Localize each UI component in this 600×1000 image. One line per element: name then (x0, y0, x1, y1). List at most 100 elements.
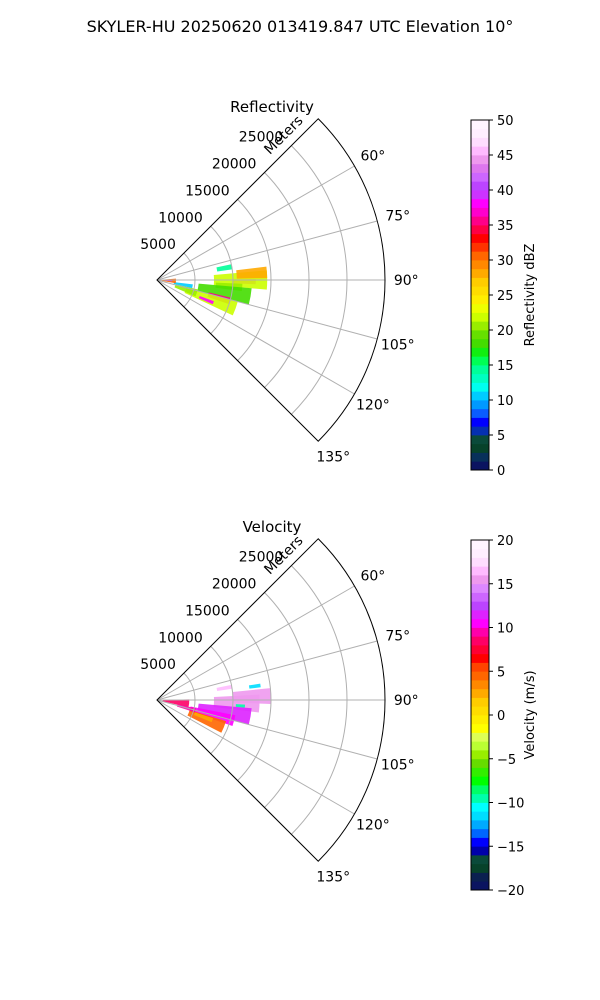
azimuth-spoke-75 (156, 640, 378, 701)
colorbar-swatch (471, 198, 489, 208)
colorbar-swatch (471, 373, 489, 383)
panel-title: Reflectivity (230, 98, 314, 116)
colorbar-tick-label: 45 (497, 149, 514, 164)
colorbar-swatch (471, 461, 489, 471)
colorbar-swatch (471, 575, 489, 585)
colorbar-swatch (471, 181, 489, 191)
range-tick-label: 15000 (185, 603, 230, 619)
colorbar-tick-label: −5 (497, 753, 516, 768)
colorbar-swatch (471, 837, 489, 847)
colorbar-swatch (471, 820, 489, 830)
colorbar-swatch (471, 863, 489, 873)
colorbar-label: Velocity (m/s) (523, 670, 538, 759)
echo-region-4 (197, 283, 252, 305)
azimuth-spoke-75 (156, 220, 378, 281)
colorbar-swatch (471, 828, 489, 838)
colorbar-swatch (471, 417, 489, 427)
colorbar-swatch (471, 592, 489, 602)
colorbar-swatch (471, 767, 489, 777)
colorbar-swatch (471, 260, 489, 270)
colorbar-swatch (471, 426, 489, 436)
echo-region-8 (174, 284, 198, 297)
colorbar-swatch (471, 216, 489, 226)
colorbar-tick-label: 0 (497, 464, 505, 479)
colorbar-tick-label: 15 (497, 578, 514, 593)
echo-region-3 (248, 683, 261, 689)
azimuth-tick-label: 75° (385, 208, 410, 224)
colorbar-swatch (471, 636, 489, 646)
colorbar-tick-label: 35 (497, 219, 514, 234)
range-tick-label: 10000 (158, 210, 203, 226)
azimuth-tick-label: 75° (385, 628, 410, 644)
colorbar-swatch (471, 225, 489, 235)
colorbar-swatch (471, 128, 489, 138)
sector-outline (156, 538, 386, 862)
azimuth-spoke-120 (156, 279, 355, 395)
colorbar-swatch (471, 793, 489, 803)
colorbar-swatch (471, 697, 489, 707)
colorbar-swatch (471, 723, 489, 733)
echo-data (160, 264, 268, 316)
colorbar-swatch (471, 347, 489, 357)
colorbar-swatch (471, 338, 489, 348)
colorbar-swatch (471, 881, 489, 891)
colorbar-swatch (471, 557, 489, 567)
azimuth-tick-label: 135° (316, 869, 350, 885)
colorbar-swatch (471, 268, 489, 278)
colorbar-tick-label: 5 (497, 429, 505, 444)
azimuth-tick-label: 120° (356, 818, 390, 834)
colorbar-swatch (471, 548, 489, 558)
colorbar-swatch (471, 583, 489, 593)
echo-region-2 (235, 704, 246, 708)
colorbar-swatch (471, 671, 489, 681)
colorbar-swatch (471, 662, 489, 672)
colorbar-swatch (471, 855, 489, 865)
colorbar-swatch (471, 750, 489, 760)
echo-region-12 (216, 264, 233, 272)
azimuth-tick-label: 120° (356, 398, 390, 414)
colorbar-swatch (471, 163, 489, 173)
colorbar-swatch (471, 715, 489, 725)
azimuth-spoke-60 (156, 165, 355, 281)
echo-region-8 (162, 699, 190, 708)
figure-title: SKYLER-HU 20250620 013419.847 UTC Elevat… (87, 17, 514, 36)
azimuth-spoke-105 (156, 699, 378, 760)
colorbar-tick-label: −15 (497, 840, 524, 855)
colorbar-tick-label: 10 (497, 394, 514, 409)
echo-region-2 (236, 266, 268, 279)
azimuth-tick-label: 60° (360, 568, 385, 584)
colorbar-tick-label: 25 (497, 289, 514, 304)
colorbar-swatch (471, 303, 489, 313)
colorbar-swatch (471, 295, 489, 305)
colorbar-swatch (471, 137, 489, 147)
colorbar-swatch (471, 155, 489, 165)
colorbar-swatch (471, 688, 489, 698)
colorbar-swatch (471, 846, 489, 856)
range-tick-label: 10000 (158, 630, 203, 646)
colorbar-swatch (471, 566, 489, 576)
colorbar-swatch (471, 251, 489, 261)
colorbar-swatch (471, 435, 489, 445)
radar-panels: Reflectivity500010000150002000025000Mete… (140, 98, 538, 899)
colorbar-swatch (471, 785, 489, 795)
range-tick-label: 25000 (239, 550, 284, 566)
azimuth-spoke-120 (156, 699, 355, 815)
colorbar-swatch (471, 312, 489, 322)
colorbar-swatch (471, 802, 489, 812)
colorbar-swatch (471, 190, 489, 200)
azimuth-tick-label: 105° (381, 758, 415, 774)
colorbar-tick-label: 15 (497, 359, 514, 374)
range-tick-label: 25000 (239, 130, 284, 146)
range-tick-label: 20000 (212, 577, 257, 593)
echo-data (162, 683, 271, 733)
colorbar-label: Reflectivity dBZ (523, 244, 538, 347)
echo-region-7 (198, 295, 214, 305)
azimuth-spoke-60 (156, 585, 355, 701)
colorbar-swatch (471, 330, 489, 340)
colorbar-swatch (471, 741, 489, 751)
colorbar-tick-label: 5 (497, 665, 505, 680)
colorbar: −20 −15 −10 −5 0 5 10 15 20 Velocity (m/s) (470, 534, 538, 899)
azimuth-tick-label: 60° (360, 148, 385, 164)
